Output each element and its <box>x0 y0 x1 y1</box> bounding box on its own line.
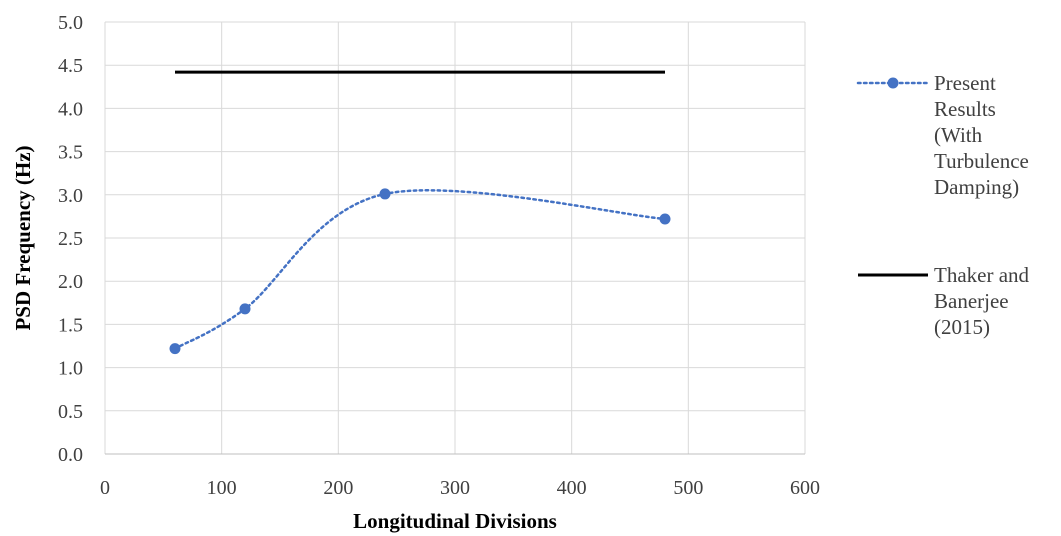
y-tick-label: 4.5 <box>58 55 83 77</box>
x-axis-title: Longitudinal Divisions <box>353 509 557 533</box>
x-tick-label: 600 <box>790 477 820 499</box>
legend-label-0: Present Results (With Turbulence Damping) <box>934 71 1029 199</box>
legend-label-line: (2015) <box>934 315 990 339</box>
y-tick-label: 4.0 <box>58 98 83 120</box>
y-tick-label: 2.0 <box>58 271 83 293</box>
data-point-present-results <box>239 303 251 315</box>
y-tick-label: 1.0 <box>58 358 83 380</box>
legend-label-line: (With <box>934 123 983 147</box>
x-tick-label: 200 <box>323 477 353 499</box>
y-tick-label: 2.5 <box>58 228 83 250</box>
data-point-present-results <box>659 213 671 225</box>
legend-label-line: Banerjee <box>934 289 1009 313</box>
grid <box>104 21 806 455</box>
legend-label-line: Results <box>934 97 996 121</box>
y-tick-label: 0.0 <box>58 444 83 466</box>
legend-marker-present-results <box>887 77 899 89</box>
data-point-present-results <box>379 188 391 200</box>
y-tick-label: 1.5 <box>58 314 83 336</box>
series-layer <box>169 70 671 355</box>
x-axis-ticks: 0 100 200 300 400 500 600 <box>100 477 820 499</box>
series-line-present-results <box>173 189 667 350</box>
y-axis-ticks: 0.0 0.5 1.0 1.5 2.0 2.5 3.0 3.5 4.0 4.5 5.0 <box>58 12 83 466</box>
legend: Present Results (With Turbulence Damping) Tha… <box>856 71 1030 339</box>
data-point-present-results <box>169 343 181 355</box>
y-tick-label: 0.5 <box>58 401 83 423</box>
x-tick-label: 500 <box>673 477 703 499</box>
x-tick-label: 400 <box>557 477 587 499</box>
y-axis-title: PSD Frequency (Hz) <box>11 145 35 330</box>
legend-label-1: Thaker and Banerjee (2015) <box>934 263 1030 339</box>
legend-label-line: Turbulence <box>934 149 1029 173</box>
y-tick-label: 3.5 <box>58 142 83 164</box>
x-tick-label: 300 <box>440 477 470 499</box>
legend-label-line: Present <box>934 71 996 95</box>
legend-label-line: Thaker and <box>934 263 1030 287</box>
y-tick-label: 5.0 <box>58 12 83 34</box>
y-tick-label: 3.0 <box>58 185 83 207</box>
x-tick-label: 0 <box>100 477 110 499</box>
x-tick-label: 100 <box>207 477 237 499</box>
legend-label-line: Damping) <box>934 175 1019 199</box>
